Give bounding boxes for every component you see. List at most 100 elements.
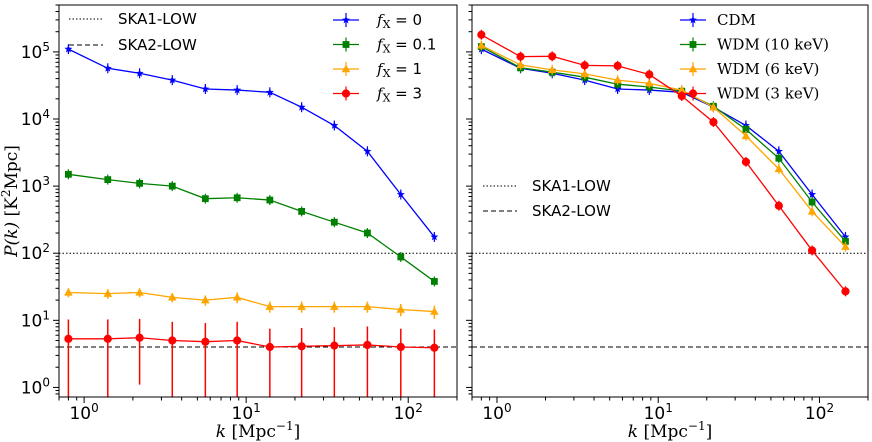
series-fx-3 [64, 318, 439, 397]
marker-triangle [774, 164, 784, 173]
marker-triangle [516, 60, 525, 69]
marker-star [363, 147, 372, 155]
marker-triangle [709, 102, 718, 111]
series-line [481, 44, 846, 248]
marker-triangle [644, 78, 654, 87]
marker-circle [688, 89, 698, 98]
series-line [68, 337, 435, 349]
series-line [481, 48, 846, 238]
marker-circle [430, 343, 439, 352]
series-fx-0-1 [64, 169, 438, 287]
marker-square [136, 179, 143, 187]
series-wdm-3-kev- [477, 29, 850, 297]
marker-circle [363, 340, 372, 350]
legend-label: CDM [717, 11, 756, 29]
legend-lines-right: SKA1-LOW SKA2-LOW [483, 177, 611, 220]
series-line [68, 48, 435, 238]
marker-square [364, 229, 371, 237]
marker-circle [135, 333, 144, 342]
legend-label: SKA2-LOW [532, 202, 611, 220]
marker-triangle [807, 206, 817, 215]
y-tick-label: 102 [21, 241, 50, 264]
legend-series-right: CDM WDM (10 keV) WDM (6 keV) WDM (3 keV) [680, 11, 829, 103]
marker-square [842, 238, 849, 245]
x-tick-label: 101 [232, 401, 261, 424]
legend-label: WDM (10 keV) [717, 36, 829, 54]
marker-circle [103, 334, 112, 343]
marker-square [233, 194, 241, 202]
marker-star [201, 84, 210, 93]
marker-circle [645, 70, 654, 79]
marker-circle [677, 91, 686, 101]
marker-star [430, 232, 439, 241]
marker-star [135, 69, 144, 77]
marker-square [430, 278, 438, 285]
marker-square [775, 154, 783, 162]
marker-circle [330, 341, 339, 350]
marker-circle [774, 201, 783, 210]
marker-star [297, 102, 306, 111]
y-tick-label: 100 [21, 375, 50, 398]
x-axis-label: k [Mpc−1] [628, 419, 713, 442]
series-line [68, 291, 435, 313]
y-tick-label: 101 [21, 308, 50, 331]
legend-label: WDM (6 keV) [717, 60, 819, 78]
x-tick-label: 100 [69, 401, 98, 424]
marker-star [774, 147, 783, 155]
marker-square [342, 41, 350, 48]
series-fx-0 [64, 44, 439, 242]
marker-triangle [135, 287, 144, 296]
x-tick-label: 102 [394, 401, 423, 424]
marker-square [808, 198, 816, 206]
series-fx-1 [64, 287, 439, 319]
marker-square [201, 195, 209, 203]
legend-label: fX = 0.1 [376, 36, 436, 56]
marker-triangle [477, 40, 486, 49]
marker-circle [64, 334, 73, 343]
marker-triangle [201, 295, 210, 304]
legend-label: SKA1-LOW [532, 177, 611, 195]
marker-circle [341, 89, 351, 98]
y-axis-label: P(k) [K2Mpc] [0, 145, 22, 258]
series-line [481, 46, 846, 242]
marker-star [103, 64, 112, 72]
marker-triangle [741, 131, 751, 140]
marker-circle [807, 246, 817, 255]
marker-circle [396, 342, 405, 352]
marker-star [233, 85, 242, 94]
marker-square [104, 176, 112, 184]
marker-triangle [547, 65, 557, 74]
marker-triangle [677, 85, 687, 94]
marker-star [342, 15, 350, 24]
marker-circle [741, 157, 751, 166]
marker-square [64, 170, 72, 178]
marker-triangle [265, 302, 275, 310]
left-panel: 100 101 102 100 101 102 103 104 105 SKA1-LOW SKA2-… [21, 4, 458, 424]
marker-star [64, 44, 73, 53]
series-line [68, 173, 435, 282]
marker-triangle [363, 302, 372, 310]
marker-circle [477, 30, 486, 39]
y-tick-label: 103 [21, 174, 50, 197]
marker-triangle [580, 69, 590, 78]
marker-circle [168, 336, 177, 345]
marker-square [742, 126, 750, 133]
marker-star [168, 75, 177, 84]
marker-triangle [232, 292, 242, 301]
marker-square [168, 182, 176, 190]
legend-series-left: fX = 0 fX = 0.1 fX = 1 fX = 3 [333, 11, 436, 105]
marker-triangle [841, 242, 850, 250]
marker-triangle [297, 302, 306, 310]
marker-square [330, 218, 338, 226]
marker-circle [516, 52, 525, 61]
legend-label: fX = 1 [376, 60, 422, 80]
legend-lines-left: SKA1-LOW SKA2-LOW [69, 10, 197, 54]
marker-star [808, 190, 817, 198]
x-axis-label: k [Mpc−1] [216, 419, 301, 442]
legend-label: fX = 3 [376, 85, 422, 105]
marker-circle [201, 337, 210, 346]
marker-star [396, 190, 405, 198]
marker-triangle [688, 64, 698, 73]
legend-label: WDM (3 keV) [717, 85, 819, 103]
